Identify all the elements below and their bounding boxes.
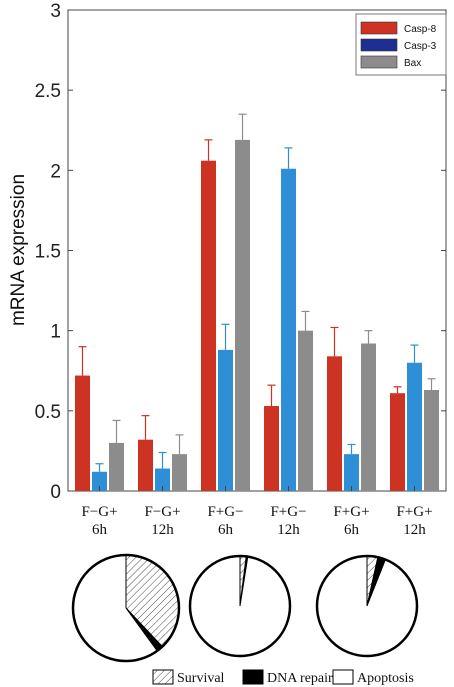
plot-frame: [67, 9, 447, 492]
bar-casp-8: [327, 356, 342, 491]
bar-bax: [235, 139, 250, 491]
x-tick-label-line2: 6h: [218, 522, 234, 538]
pie-outline: [71, 553, 181, 663]
bar-casp-3: [155, 468, 170, 491]
bar-casp-3: [281, 168, 296, 492]
x-tick-label-line2: 6h: [344, 522, 360, 538]
y-axis-ticks: 0 0.5 1 1.5 2 2.5 3: [35, 1, 446, 503]
bar-casp-8: [201, 160, 216, 492]
legend-label-casp-8: Casp-8: [404, 24, 437, 35]
x-tick-label-line2: 12h: [403, 522, 426, 538]
bar-bax: [361, 343, 376, 491]
pie-legend-label-apoptosis: Apoptosis: [357, 671, 414, 686]
bar-casp-8: [264, 406, 279, 491]
bar-series-group: [75, 113, 439, 492]
pie-legend-swatch-survival: [152, 669, 174, 685]
bar-bax: [172, 454, 187, 491]
bar-bax: [424, 389, 439, 491]
pie-legend-swatch-apoptosis: [332, 669, 354, 685]
x-axis-labels: F−G+ 6h F−G+ 12h F+G− 6h F+G− 12h F+G+ 6h F+G+ 12h: [81, 486, 433, 538]
pie-chart: [71, 553, 181, 663]
x-tick-label-line1: F−G+: [81, 504, 117, 520]
pie-chart: [315, 554, 419, 658]
legend-swatch-casp-8: [360, 21, 398, 35]
x-tick-label-line1: F+G−: [207, 504, 243, 520]
y-tick-label: 0: [50, 482, 61, 503]
legend: Casp-8 Casp-3 Bax: [355, 13, 447, 76]
bar-bax: [298, 330, 313, 491]
y-tick-label: 3: [50, 1, 61, 22]
x-tick-label-line1: F−G+: [144, 504, 180, 520]
x-tick-label-line2: 12h: [277, 522, 300, 538]
y-tick-label: 2.5: [35, 81, 61, 102]
y-tick-label: 1: [50, 322, 61, 343]
bar-casp-3: [218, 349, 233, 491]
legend-swatch-casp-3: [360, 38, 398, 52]
x-tick-label-line1: F+G+: [396, 504, 432, 520]
bar-casp-8: [75, 375, 90, 491]
x-tick-label-line2: 12h: [151, 522, 174, 538]
pie-legend: Survival DNA repair Apoptosis: [152, 669, 414, 686]
y-tick-label: 2: [50, 161, 61, 182]
bar-casp-3: [92, 471, 107, 491]
x-tick-label-line1: F+G+: [333, 504, 369, 520]
bar-casp-3: [344, 454, 359, 491]
legend-label-bax: Bax: [404, 58, 421, 69]
pie-legend-label-survival: Survival: [177, 671, 225, 686]
y-tick-label: 1.5: [35, 242, 61, 263]
pie-outline: [188, 554, 292, 658]
legend-swatch-bax: [360, 55, 398, 69]
bar-casp-3: [407, 362, 422, 491]
pie-legend-label-dna-repair: DNA repair: [267, 671, 333, 686]
pie-outline: [315, 554, 419, 658]
y-axis-label: mRNA expression: [8, 174, 29, 326]
x-tick-label-line2: 6h: [92, 522, 108, 538]
legend-label-casp-3: Casp-3: [404, 41, 437, 52]
pie-chart: [188, 554, 292, 658]
x-tick-label-line1: F+G−: [270, 504, 306, 520]
bar-casp-8: [390, 393, 405, 491]
pie-legend-swatch-dna-repair: [242, 669, 264, 685]
pie-charts: [71, 553, 419, 663]
bar-casp-8: [138, 439, 153, 491]
y-tick-label: 0.5: [35, 402, 61, 423]
bar-bax: [109, 442, 124, 491]
plot-axes: [67, 9, 447, 492]
